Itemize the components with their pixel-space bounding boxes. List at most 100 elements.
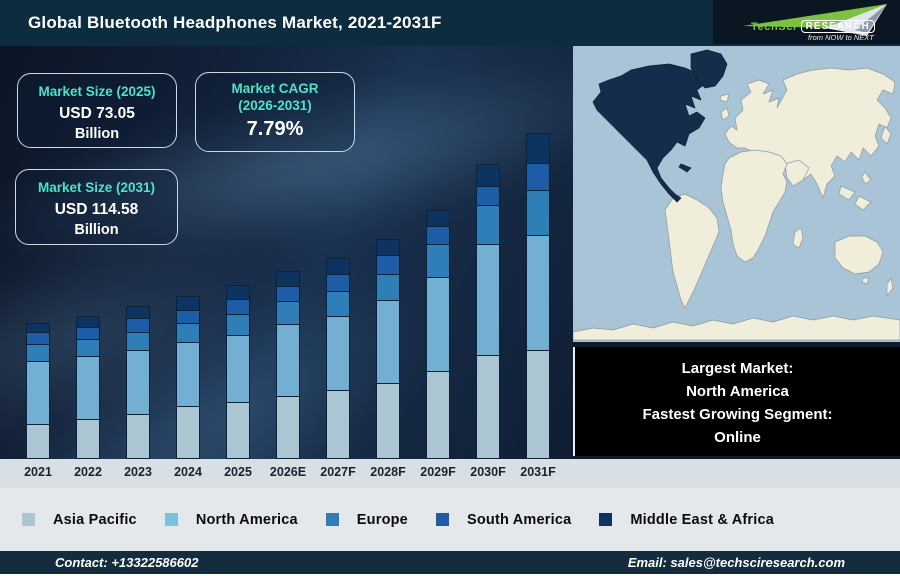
bar-2029F: [426, 209, 450, 459]
logo-wordmark: TechSci RESEARCH: [751, 20, 875, 33]
axis-label-2030F: 2030F: [470, 465, 506, 479]
map-cuba-highlight: [678, 163, 692, 173]
legend-item-asia-pacific: Asia Pacific: [22, 512, 137, 528]
axis-label-2026E: 2026E: [269, 465, 307, 479]
market-cagr-label2: (2026-2031): [238, 98, 312, 113]
bottom-divider: [0, 574, 900, 576]
axis-label-2029F: 2029F: [420, 465, 456, 479]
axis-label-2023: 2023: [124, 465, 152, 479]
bar-2030F: [476, 164, 500, 459]
bar-segment-middle-east-africa: [427, 210, 449, 226]
callout-line-1: Largest Market:: [681, 360, 794, 377]
market-size-2025-box: Market Size (2025) USD 73.05 Billion: [17, 73, 177, 148]
legend-label: South America: [466, 511, 572, 528]
bar-segment-north-america: [227, 334, 249, 402]
map-new-zealand: [886, 277, 894, 297]
bar-segment-south-america: [327, 274, 349, 291]
techsci-logo[interactable]: TechSci RESEARCH from NOW to NEXT: [713, 0, 900, 44]
callout-line-4: Online: [714, 429, 761, 446]
map-africa: [720, 149, 788, 263]
map-se-asia: [838, 185, 856, 201]
bar-segment-south-america: [77, 326, 99, 339]
bar-segment-south-america: [477, 185, 499, 205]
bar-segment-asia-pacific: [127, 413, 149, 458]
bar-segment-asia-pacific: [377, 383, 399, 458]
market-cagr-label: Market CAGR: [231, 81, 319, 96]
map-japan: [880, 125, 892, 145]
legend-label: Asia Pacific: [53, 511, 137, 528]
chart-area: Market Size (2025) USD 73.05 Billion Mar…: [0, 46, 573, 459]
axis-label-2031F: 2031F: [520, 465, 556, 479]
bar-segment-europe: [177, 323, 199, 342]
world-map: [572, 46, 900, 342]
bar-segment-europe: [77, 339, 99, 356]
map-antarctica: [572, 315, 900, 341]
bar-segment-south-america: [177, 309, 199, 323]
bar-2031F: [526, 133, 550, 459]
bar-segment-middle-east-africa: [477, 165, 499, 186]
legend-item-europe: Europe: [325, 511, 408, 528]
bar-2023: [126, 306, 150, 459]
bar-2024: [176, 296, 200, 459]
bar-segment-middle-east-africa: [27, 324, 49, 332]
bar-segment-middle-east-africa: [77, 316, 99, 327]
chart-legend: Asia Pacific North America Europe South Ame…: [0, 488, 900, 551]
contact-phone[interactable]: Contact: +13322586602: [55, 555, 199, 570]
bar-segment-middle-east-africa: [127, 307, 149, 318]
bar-segment-asia-pacific: [527, 349, 549, 458]
contact-email[interactable]: Email: sales@techsciresearch.com: [627, 555, 845, 570]
axis-label-2025: 2025: [224, 465, 252, 479]
bar-segment-south-america: [527, 162, 549, 190]
bar-segment-south-america: [427, 225, 449, 244]
legend-swatch-icon: [164, 513, 178, 526]
bar-segment-north-america: [27, 361, 49, 424]
bar-segment-north-america: [77, 355, 99, 419]
bar-segment-north-america: [527, 234, 549, 350]
footer-bar: Contact: +13322586602 Email: sales@techs…: [0, 551, 900, 574]
map-indonesia: [854, 195, 872, 211]
market-size-2025-label: Market Size (2025): [38, 84, 156, 99]
map-madagascar: [792, 227, 804, 249]
market-size-2031-value: USD 114.58: [54, 201, 139, 218]
bar-segment-asia-pacific: [227, 402, 249, 458]
right-column: Largest Market: North America Fastest Gr…: [572, 46, 900, 459]
axis-label-2028F: 2028F: [370, 465, 406, 479]
bar-segment-north-america: [127, 349, 149, 414]
x-axis: 2021 2022 2023 2024 2025 2026E 2027F 2028F 2029F…: [0, 459, 900, 488]
bar-2027F: [326, 258, 350, 459]
bar-segment-north-america: [377, 300, 399, 383]
bar-segment-middle-east-africa: [227, 286, 249, 299]
axis-label-2022: 2022: [74, 465, 102, 479]
market-cagr-value: 7.79%: [246, 118, 304, 140]
stacked-bar-chart: [0, 46, 573, 459]
bar-segment-europe: [127, 331, 149, 350]
bar-segment-europe: [377, 273, 399, 300]
bar-segment-middle-east-africa: [377, 239, 399, 255]
legend-label: Europe: [356, 511, 408, 528]
market-size-2025-unit: Billion: [74, 126, 120, 142]
map-philippines: [861, 171, 872, 185]
bar-segment-south-america: [377, 255, 399, 274]
map-greenland-highlight: [690, 49, 728, 89]
legend-swatch-icon: [435, 513, 449, 526]
market-size-2031-box: Market Size (2031) USD 114.58 Billion: [15, 169, 178, 245]
bar-segment-south-america: [277, 285, 299, 301]
bar-segment-europe: [277, 300, 299, 324]
bar-segment-middle-east-africa: [527, 134, 549, 163]
market-cagr-box: Market CAGR (2026-2031) 7.79%: [195, 72, 355, 152]
bar-segment-asia-pacific: [177, 405, 199, 458]
legend-label: North America: [195, 511, 298, 528]
bar-segment-north-america: [477, 244, 499, 355]
bar-segment-europe: [27, 344, 49, 361]
legend-swatch-icon: [22, 513, 35, 526]
bar-segment-asia-pacific: [327, 389, 349, 458]
bar-segment-asia-pacific: [277, 395, 299, 458]
axis-label-2027F: 2027F: [320, 465, 356, 479]
bar-segment-north-america: [327, 315, 349, 390]
map-australia: [834, 235, 884, 275]
bar-segment-south-america: [127, 318, 149, 332]
bar-2026E: [276, 270, 300, 459]
bar-segment-asia-pacific: [77, 418, 99, 458]
bar-segment-north-america: [177, 342, 199, 406]
